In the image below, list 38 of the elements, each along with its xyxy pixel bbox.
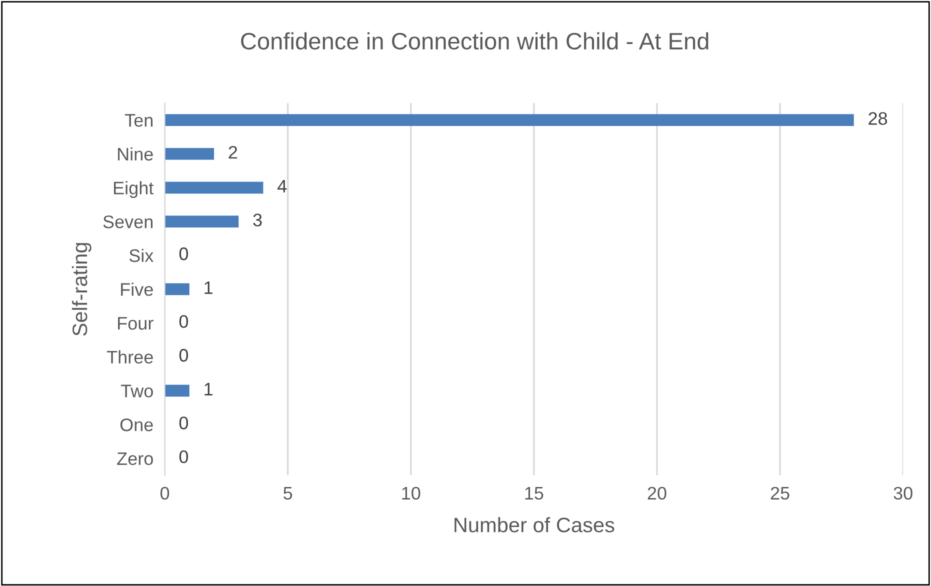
y-tick-label: Ten <box>124 114 153 127</box>
data-label: 2 <box>228 146 238 159</box>
x-axis-title: Number of Cases <box>454 517 614 532</box>
bar <box>164 384 190 397</box>
data-label: 0 <box>179 416 188 430</box>
y-tick-label: One <box>120 418 153 432</box>
data-label: 3 <box>253 214 262 226</box>
x-tick-label: 0 <box>160 486 170 500</box>
y-axis-title: Self-rating <box>72 243 92 336</box>
y-tick-label: Two <box>120 384 153 398</box>
chart-title: Confidence in Connection with Child - At End <box>241 32 708 50</box>
data-label: 28 <box>868 112 888 125</box>
x-tick-label: 15 <box>525 487 544 500</box>
y-tick-label: Zero <box>117 452 153 466</box>
x-tick-label: 10 <box>402 486 420 500</box>
bar <box>164 114 854 126</box>
y-tick-label: Three <box>106 350 153 364</box>
data-label: 0 <box>179 315 188 328</box>
x-tick-label: 5 <box>284 487 292 500</box>
y-tick-label: Eight <box>114 181 154 198</box>
data-label: 1 <box>204 281 212 294</box>
bar <box>164 216 239 228</box>
x-tick-label: 20 <box>648 486 666 500</box>
data-label: 0 <box>179 348 188 362</box>
x-tick-label: 25 <box>770 486 790 500</box>
y-tick-label: Four <box>118 317 154 330</box>
y-tick-label: Five <box>121 282 153 296</box>
bar <box>164 148 214 160</box>
data-label: 0 <box>179 247 188 260</box>
y-tick-label: Six <box>129 248 154 262</box>
y-tick-label: Seven <box>103 215 153 228</box>
y-tick-label: Nine <box>118 147 153 161</box>
bar <box>164 283 190 296</box>
bar <box>164 182 264 194</box>
x-tick-label: 30 <box>894 486 912 500</box>
data-label: 0 <box>179 450 188 464</box>
data-label: 4 <box>278 180 287 192</box>
data-label: 1 <box>204 382 212 396</box>
